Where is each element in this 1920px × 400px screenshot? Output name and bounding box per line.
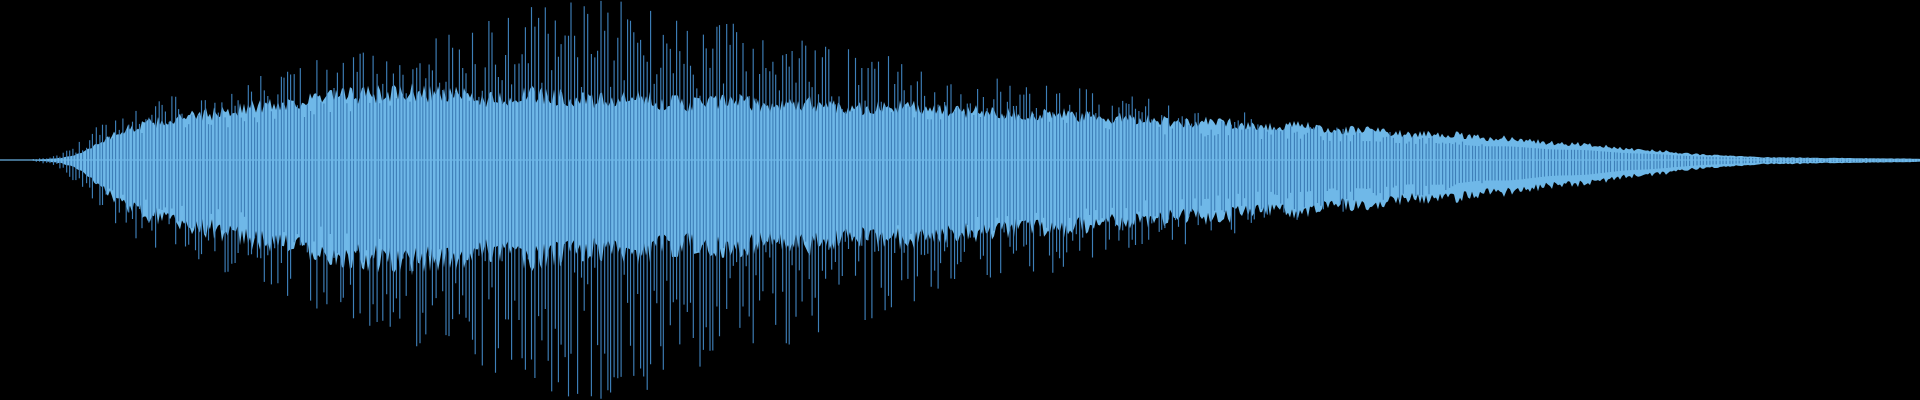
waveform-envelope-fill: [0, 83, 1920, 276]
waveform-baseline: [0, 159, 1920, 161]
waveform-peak-spikes: [29, 0, 1919, 399]
